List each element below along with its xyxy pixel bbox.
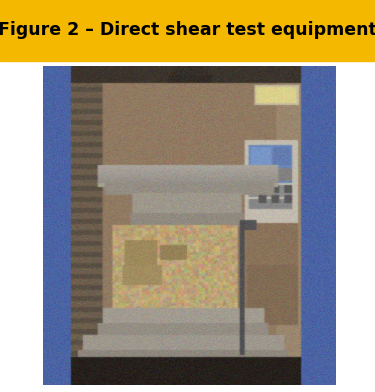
Text: Figure 2 – Direct shear test equipment: Figure 2 – Direct shear test equipment	[0, 22, 375, 39]
Bar	[0, 0, 375, 61]
